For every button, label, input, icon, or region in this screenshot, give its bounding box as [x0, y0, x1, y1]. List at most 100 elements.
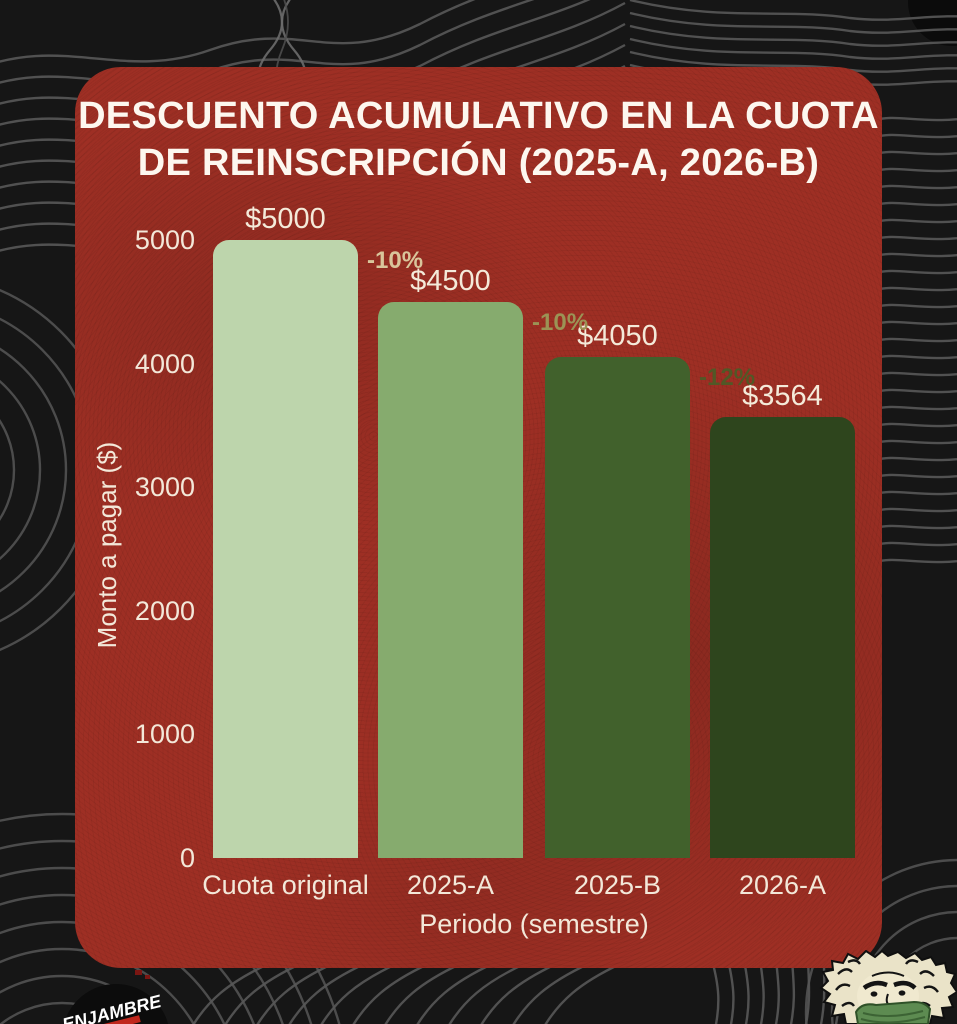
marx-forehead-line: [871, 971, 905, 977]
contour-ring: [0, 812, 341, 1024]
contour-line: [875, 541, 957, 547]
contour-line: [875, 201, 957, 207]
contour-line: [875, 252, 957, 258]
y-tick-label: 0: [179, 843, 195, 873]
contour-line: [0, 0, 476, 63]
contour-line: [416, 962, 493, 1024]
contour-line: [875, 439, 957, 445]
contour-line: [875, 388, 957, 394]
contour-line: [352, 962, 429, 1024]
discount-label: -12%: [699, 364, 756, 392]
x-tick-label: 2026-A: [738, 870, 827, 900]
contour-line: [875, 218, 957, 224]
contour-line: [875, 422, 957, 428]
contour-line: [875, 167, 957, 173]
contour-line: [875, 286, 957, 292]
marx-eye: [898, 990, 906, 996]
bar-cuota-original: [213, 240, 358, 858]
bar-value-label: $4050: [577, 320, 658, 353]
contour-line: [875, 456, 957, 462]
contour-line: [875, 116, 957, 122]
contour-line: [875, 524, 957, 530]
y-tick-label: 4000: [134, 348, 195, 379]
contour-line: [875, 269, 957, 275]
contour-ring: [0, 893, 255, 1024]
contour-ring: [0, 419, 16, 521]
contour-line: [512, 962, 589, 1024]
contour-line: [875, 490, 957, 496]
x-tick-label: Cuota original: [202, 870, 369, 900]
bar-2025-b: [545, 357, 690, 858]
bar-chart: Monto a pagar ($) Periodo (semestre) 0 10…: [75, 67, 882, 968]
contour-line: [875, 337, 957, 343]
contour-ring: [0, 920, 226, 1024]
contour-ring: [0, 866, 284, 1024]
top-right-blob: [908, 0, 957, 46]
contour-line: [875, 303, 957, 309]
contour-line: [758, 959, 765, 1024]
contour-line: [875, 354, 957, 360]
contour-line: [544, 962, 621, 1024]
contour-line: [875, 235, 957, 241]
contour-line: [710, 959, 720, 1024]
x-tick-label: 2025-A: [406, 870, 495, 900]
discount-label: -10%: [532, 308, 589, 336]
marx-eye: [870, 991, 878, 997]
y-axis-title: Monto a pagar ($): [92, 441, 122, 649]
contour-line: [789, 959, 796, 1024]
contour-line: [875, 133, 957, 139]
y-tick-label: 3000: [134, 472, 195, 503]
marx-hair-lines: [835, 959, 939, 1007]
contour-line: [774, 959, 780, 1024]
contour-line: [384, 962, 461, 1024]
contour-line: [288, 962, 365, 1024]
contour-line: [629, 37, 957, 60]
contour-ring: [0, 379, 42, 561]
logo-circle: [63, 984, 169, 1024]
contour-line: [629, 24, 957, 47]
y-tick-label: 2000: [134, 595, 195, 626]
bar-value-label: $3564: [742, 380, 823, 413]
marx-mask-folds: [860, 1010, 926, 1024]
contour-line: [875, 405, 957, 411]
marx-brows: [862, 980, 917, 990]
bar-2026-a: [710, 417, 855, 858]
contour-line: [875, 320, 957, 326]
x-axis-title: Periodo (semestre): [419, 909, 649, 939]
contour-line: [0, 0, 535, 84]
contour-line: [875, 507, 957, 513]
contour-line: [742, 959, 750, 1024]
chart-title-line1: DESCUENTO ACUMULATIVO EN LA CUOTA: [78, 95, 879, 137]
contour-ring: [804, 858, 957, 1024]
contour-line: [629, 0, 957, 21]
y-tick-label: 5000: [134, 225, 195, 255]
discount-label: -10%: [367, 247, 424, 274]
bar-value-label: $5000: [245, 203, 326, 235]
marx-mask: [854, 1000, 932, 1024]
bar-value-label: $4500: [410, 264, 491, 297]
y-tick-label: 1000: [134, 719, 195, 750]
contour-ring: [0, 347, 68, 593]
contour-ring: [0, 839, 313, 1024]
contour-line: [875, 558, 957, 564]
contour-line: [875, 150, 957, 156]
chart-title: DESCUENTO ACUMULATIVO EN LA CUOTA DE REI…: [75, 93, 882, 187]
karl-marx-mask-icon: [819, 950, 957, 1024]
chart-card: DESCUENTO ACUMULATIVO EN LA CUOTA DE REI…: [75, 67, 882, 968]
contour-line: [875, 184, 957, 190]
contour-ring: [830, 884, 957, 1024]
contour-line: [480, 962, 557, 1024]
contour-line: [875, 473, 957, 479]
contour-line: [726, 959, 735, 1024]
logo-deco-dot: [145, 975, 150, 979]
contour-line: [875, 371, 957, 377]
contour-ring: [0, 947, 195, 1024]
bar-2025-a: [378, 301, 523, 858]
contour-line: [448, 962, 525, 1024]
contour-line: [629, 11, 957, 34]
chart-title-line2: DE REINSCRIPCIÓN (2025-A, 2026-B): [137, 142, 820, 184]
logo-deco-dot: [135, 970, 142, 975]
contour-ring: [0, 1001, 125, 1024]
x-tick-label: 2025-B: [573, 870, 662, 900]
